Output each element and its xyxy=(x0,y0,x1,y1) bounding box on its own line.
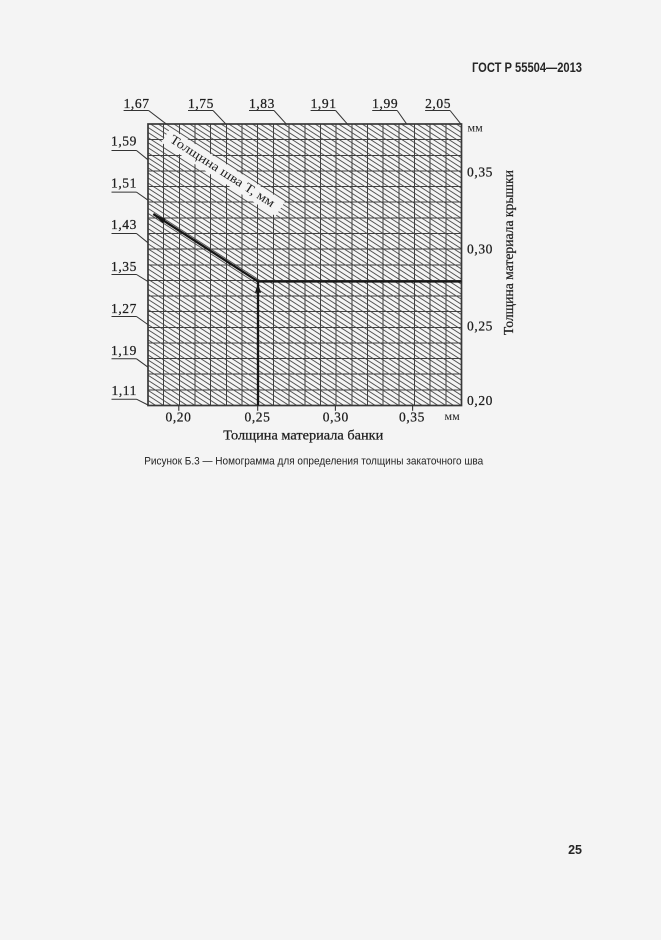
svg-text:1,99: 1,99 xyxy=(372,96,398,111)
svg-text:0,25: 0,25 xyxy=(244,410,270,425)
svg-text:2,05: 2,05 xyxy=(425,96,451,111)
svg-text:0,30: 0,30 xyxy=(323,410,349,425)
svg-text:Толщина материала крышки: Толщина материала крышки xyxy=(501,170,516,335)
svg-text:0,35: 0,35 xyxy=(399,410,425,425)
svg-text:1,75: 1,75 xyxy=(188,96,214,111)
svg-text:1,35: 1,35 xyxy=(111,259,137,274)
svg-text:1,67: 1,67 xyxy=(124,96,150,111)
svg-text:1,83: 1,83 xyxy=(249,96,275,111)
svg-text:ГОСТ Р 55504—2013: ГОСТ Р 55504—2013 xyxy=(472,60,582,75)
svg-text:0,20: 0,20 xyxy=(467,393,493,408)
svg-text:0,30: 0,30 xyxy=(467,242,493,257)
svg-text:мм: мм xyxy=(468,121,484,135)
svg-text:1,59: 1,59 xyxy=(111,134,137,149)
svg-text:Толщина материала банки: Толщина материала банки xyxy=(223,428,383,443)
svg-text:1,51: 1,51 xyxy=(111,176,137,191)
svg-text:0,20: 0,20 xyxy=(165,410,191,425)
svg-text:1,43: 1,43 xyxy=(111,217,137,232)
svg-text:Рисунок Б.3 — Номограмма для о: Рисунок Б.3 — Номограмма для определения… xyxy=(144,456,484,468)
svg-text:1,91: 1,91 xyxy=(311,96,337,111)
svg-text:1,11: 1,11 xyxy=(111,383,137,398)
svg-text:1,19: 1,19 xyxy=(111,343,137,358)
svg-text:1,27: 1,27 xyxy=(111,301,137,316)
svg-text:0,35: 0,35 xyxy=(467,165,493,180)
svg-text:0,25: 0,25 xyxy=(467,319,493,334)
svg-text:25: 25 xyxy=(568,843,582,857)
svg-text:мм: мм xyxy=(445,409,461,423)
